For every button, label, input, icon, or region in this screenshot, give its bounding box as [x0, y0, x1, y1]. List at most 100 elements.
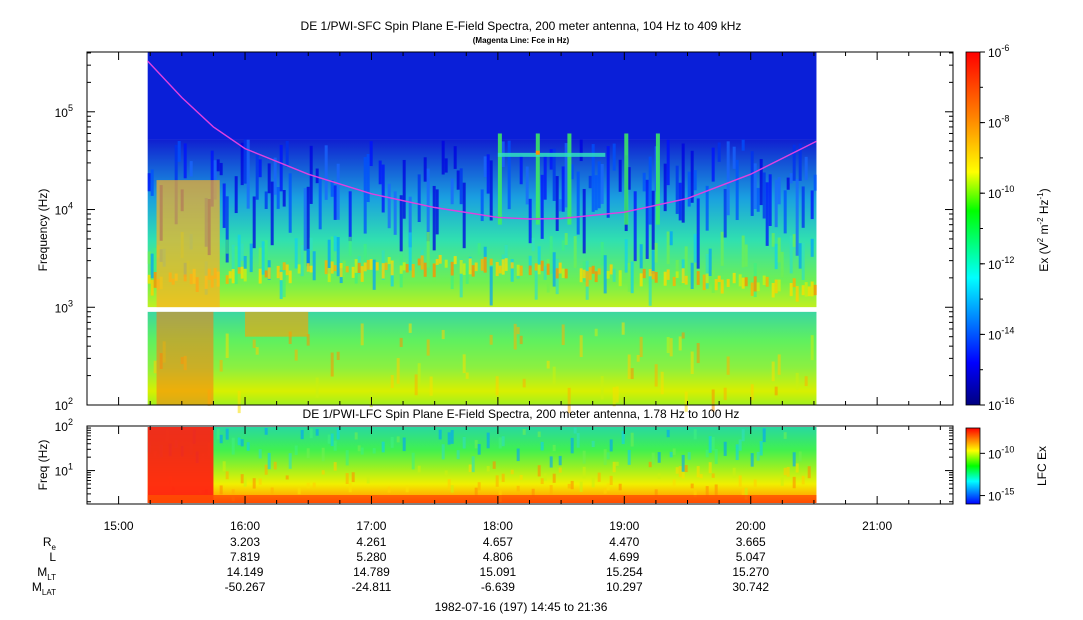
sfc-texture: [489, 266, 493, 306]
sfc-burst: [567, 133, 572, 225]
sfc-texture: [696, 271, 700, 285]
sfc-texture: [675, 165, 679, 214]
sfc-texture: [564, 268, 568, 279]
sfc-texture: [636, 354, 640, 362]
lfc-texture: [597, 472, 601, 482]
sfc-texture: [387, 257, 391, 265]
sfc-texture: [417, 258, 421, 266]
sfc-texture: [591, 265, 595, 274]
sfc-texture: [294, 349, 298, 361]
lfc-texture: [348, 483, 352, 493]
sfc-texture: [528, 255, 532, 269]
sfc-texture: [732, 272, 736, 284]
sfc-texture: [528, 265, 532, 276]
sfc-texture: [540, 260, 544, 272]
sfc-cbar-tick-label: 10-16: [988, 396, 1014, 413]
sfc-cbar-tick-label: 10-6: [988, 43, 1009, 60]
sfc-texture: [345, 266, 349, 273]
time-tick-label: 17:00: [356, 519, 386, 533]
sfc-texture: [312, 251, 316, 281]
sfc-texture: [774, 386, 778, 396]
lfc-texture: [792, 452, 796, 467]
sfc-texture: [306, 186, 310, 267]
sfc-texture: [549, 236, 553, 274]
lfc-texture: [654, 489, 658, 500]
sfc-burst: [535, 133, 540, 225]
sfc-texture: [306, 248, 310, 271]
sfc-texture: [183, 143, 187, 179]
sfc-texture: [489, 160, 493, 221]
sfc-texture: [651, 190, 655, 250]
lfc-texture: [351, 472, 355, 483]
lfc-texture: [237, 437, 241, 446]
sfc-data-gap: [147, 307, 817, 312]
lfc-texture: [519, 474, 523, 481]
sfc-texture: [432, 185, 436, 251]
sfc-texture: [366, 153, 370, 203]
sfc-texture: [519, 155, 523, 185]
lfc-texture: [558, 467, 562, 473]
sfc-texture: [438, 254, 442, 264]
sfc-texture: [276, 265, 280, 279]
sfc-texture: [333, 235, 337, 252]
sfc-texture: [537, 265, 541, 275]
lfc-texture: [666, 429, 670, 438]
sfc-texture: [579, 335, 583, 357]
lfc-texture: [477, 482, 481, 491]
sfc-texture: [582, 269, 586, 279]
sfc-texture: [258, 268, 262, 284]
lfc-texture: [780, 477, 784, 486]
ephemeris-value: 3.665: [736, 535, 766, 549]
sfc-texture: [714, 279, 718, 291]
sfc-texture: [558, 262, 562, 274]
lfc-texture: [321, 470, 325, 475]
lfc-texture: [603, 449, 607, 465]
sfc-texture: [426, 231, 430, 268]
lfc-texture: [225, 428, 229, 440]
sfc-texture: [252, 339, 256, 349]
lfc-texture: [468, 464, 472, 473]
sfc-texture: [777, 177, 781, 205]
sfc-texture: [513, 323, 517, 350]
sfc-cbar-tick-label: 10-8: [988, 114, 1009, 131]
sfc-texture: [459, 259, 463, 298]
sfc-texture: [510, 259, 514, 282]
sfc-texture: [810, 238, 814, 257]
sfc-texture: [543, 155, 547, 200]
sfc-texture: [285, 264, 289, 276]
sfc-texture: [405, 263, 409, 273]
sfc-texture: [555, 176, 559, 231]
sfc-texture: [627, 354, 631, 380]
sfc-texture: [234, 246, 238, 284]
ephemeris-value: -50.267: [225, 580, 266, 594]
sfc-texture: [744, 244, 748, 267]
sfc-texture: [561, 268, 565, 278]
lfc-texture: [321, 447, 325, 462]
lfc-texture: [750, 453, 754, 467]
sfc-texture: [651, 271, 655, 280]
lfc-texture: [735, 444, 739, 461]
lfc-texture: [711, 473, 715, 478]
lfc-texture: [246, 442, 250, 451]
lfc-texture: [477, 443, 481, 455]
sfc-texture: [810, 190, 814, 220]
sfc-texture: [309, 237, 313, 251]
sfc-texture: [339, 263, 343, 278]
sfc-texture: [459, 168, 463, 205]
lfc-texture: [396, 436, 400, 443]
sfc-texture: [246, 139, 250, 209]
sfc-texture: [450, 269, 454, 290]
sfc-texture: [777, 354, 781, 375]
sfc-texture: [480, 189, 484, 222]
sfc-colorbar-ticks: 10-6 10-8 10-10 10-12 10-14 10-16: [980, 43, 1014, 413]
lfc-texture: [336, 428, 340, 440]
ephemeris-value: 30.742: [732, 580, 769, 594]
sfc-texture: [348, 191, 352, 242]
sfc-texture: [324, 260, 328, 275]
lfc-texture: [216, 428, 220, 440]
sfc-texture: [735, 159, 739, 221]
sfc-texture: [147, 173, 151, 192]
sfc-texture: [774, 243, 778, 270]
sfc-y-axis: 102 103 104 105: [55, 52, 953, 413]
sfc-texture: [591, 144, 595, 212]
